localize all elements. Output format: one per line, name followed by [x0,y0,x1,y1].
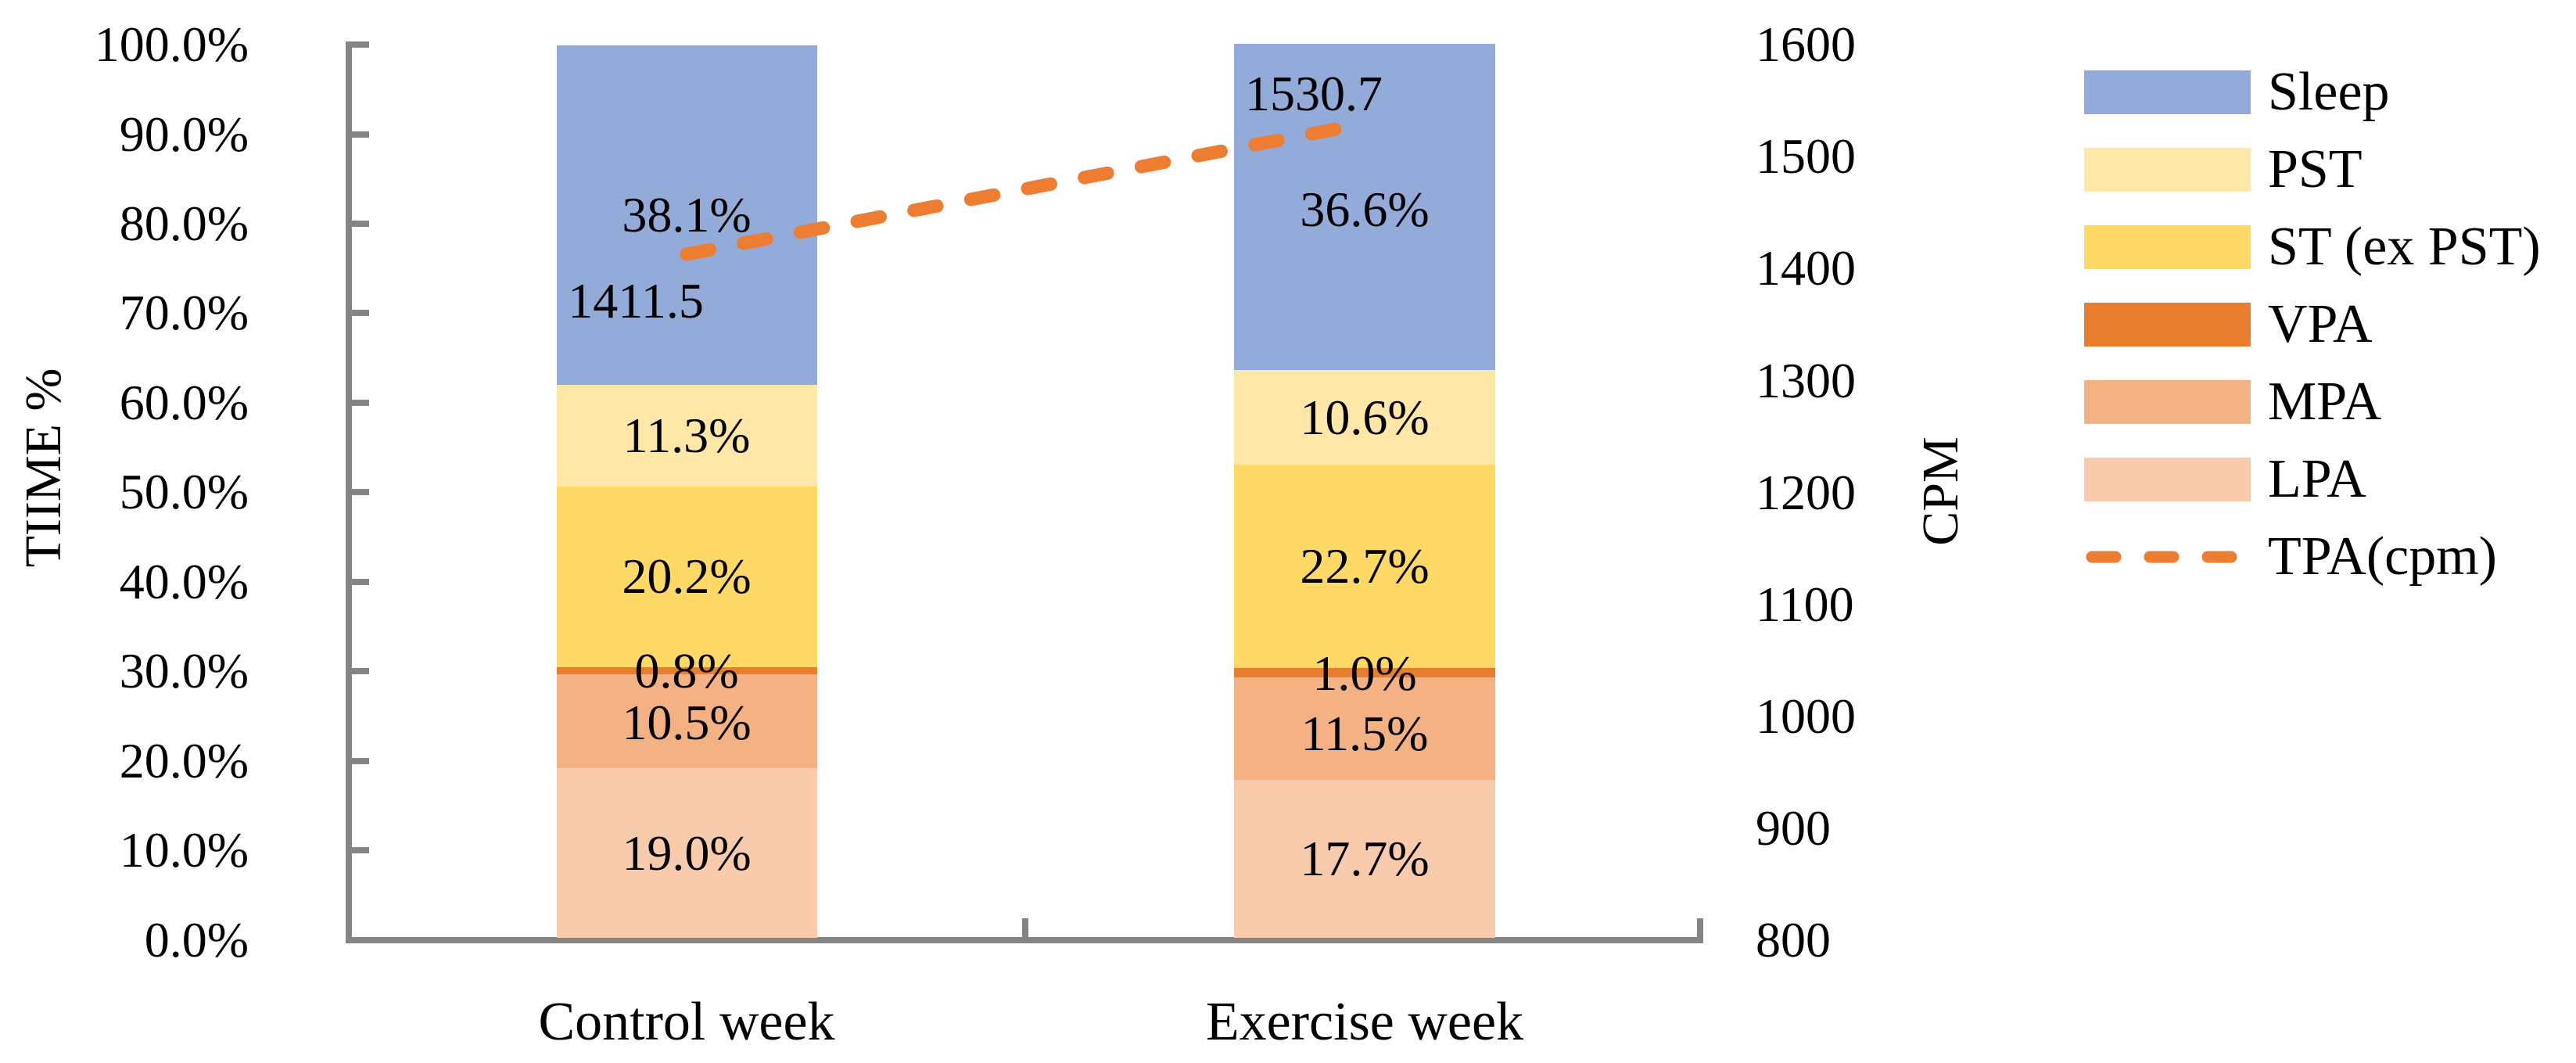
data-label-lpa-exercise: 17.7% [1300,831,1430,886]
legend-label: ST (ex PST) [2268,217,2541,277]
y-axis-tick-label: 90.0% [119,106,249,162]
category-label-exercise: Exercise week [1205,992,1524,1052]
data-label-vpa-exercise: 1.0% [1312,645,1417,701]
legend-label: PST [2268,139,2363,199]
y-axis-tick [352,41,369,48]
secondary-axis-tick-label: 1000 [1756,688,1856,744]
y-axis-tick-label: 20.0% [119,733,249,788]
y-axis-tick [352,579,369,585]
legend-item-mpa: MPA [2084,364,2381,440]
y-axis-tick-label: 10.0% [119,822,249,878]
legend-label: VPA [2268,294,2373,354]
data-label-st-control: 20.2% [622,548,752,604]
y-axis-tick [352,221,369,227]
data-label-sleep-exercise: 36.6% [1300,181,1430,237]
secondary-axis-tick-label: 900 [1756,800,1831,856]
bar-segment-mpa-control [557,674,817,768]
y-axis-tick [352,310,369,316]
bar-segment-lpa-control [557,768,817,938]
y-axis-tick-label: 30.0% [119,643,249,698]
legend-swatch-vpa [2084,303,2251,347]
y-axis-tick-label: 40.0% [119,554,249,609]
y-axis-title: TIIME % [15,368,72,568]
data-label-mpa-exercise: 11.5% [1301,706,1429,761]
data-label-st-exercise: 22.7% [1300,538,1430,594]
y-axis-tick [352,668,369,674]
bar-segment-st-exercise [1234,465,1495,668]
bar-segment-pst-control [557,385,817,487]
data-label-tpa-exercise: 1530.7 [1245,66,1383,121]
legend-swatch-pst [2084,148,2251,192]
secondary-axis-tick-label: 1600 [1756,16,1856,72]
legend-item-st: ST (ex PST) [2084,209,2541,286]
y-axis-tick-label: 70.0% [119,285,249,340]
legend-dashed-line-swatch [2086,551,2249,563]
legend-item-vpa: VPA [2084,286,2373,363]
bar-segment-vpa-exercise [1234,668,1495,677]
legend-item-sleep: Sleep [2084,54,2390,131]
secondary-axis-tick-label: 1200 [1756,465,1856,520]
legend-item-pst: PST [2084,131,2363,208]
data-label-lpa-control: 19.0% [622,825,752,881]
bar-segment-pst-exercise [1234,370,1495,465]
y-axis-tick [352,131,369,138]
y-axis-tick-label: 60.0% [119,375,249,430]
legend-label: TPA(cpm) [2268,526,2497,587]
y-axis-tick-label: 100.0% [94,16,249,72]
bar-segment-lpa-exercise [1234,780,1495,938]
y-axis-tick-label: 50.0% [119,464,249,519]
legend-swatch-sleep [2084,70,2251,114]
legend-label: MPA [2268,372,2382,432]
data-label-vpa-control: 0.8% [634,643,739,698]
legend-label: LPA [2268,449,2366,509]
legend-swatch-mpa [2084,380,2251,424]
bar-segment-mpa-exercise [1234,677,1495,780]
y-axis-tick [352,847,369,853]
secondary-axis-tick-label: 800 [1756,912,1831,968]
category-label-control: Control week [538,992,835,1052]
x-axis-line [346,937,1703,943]
legend-item-lpa: LPA [2084,441,2366,518]
legend-swatch-st [2084,225,2251,269]
bar-segment-vpa-control [557,667,817,674]
data-label-sleep-control: 38.1% [622,187,752,242]
y-axis-line [346,41,352,943]
data-label-pst-control: 11.3% [622,408,751,463]
data-label-tpa-control: 1411.5 [568,273,704,329]
secondary-axis-title: CPM [1912,436,1969,546]
y-axis-tick [352,400,369,406]
secondary-axis-tick-label: 1500 [1756,128,1856,184]
y-axis-tick-label: 80.0% [119,196,249,251]
secondary-axis-tick-label: 1300 [1756,353,1856,408]
secondary-axis-tick-label: 1100 [1756,576,1854,632]
data-label-pst-exercise: 10.6% [1300,390,1430,445]
y-axis-tick [352,758,369,764]
y-axis-tick-label: 0.0% [144,912,249,968]
legend-label: Sleep [2268,62,2390,122]
secondary-axis-tick-label: 1400 [1756,240,1856,296]
legend-swatch-lpa [2084,458,2251,501]
x-axis-tick [1022,918,1028,937]
data-label-mpa-control: 10.5% [622,695,752,750]
bar-segment-st-control [557,487,817,667]
y-axis-tick [352,489,369,495]
x-axis-tick [1697,918,1703,937]
legend-item-tpa: TPA(cpm) [2084,519,2497,595]
